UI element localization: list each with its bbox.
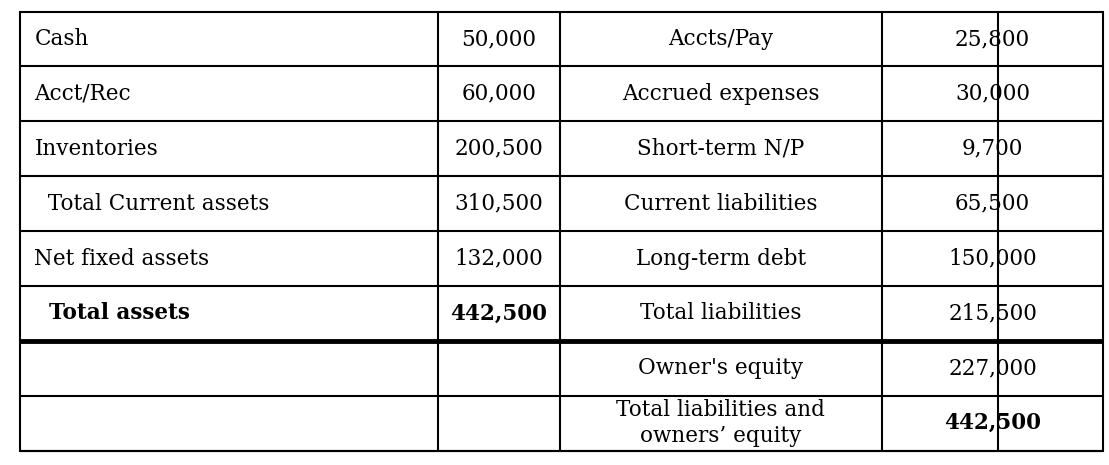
Text: 50,000: 50,000 [461, 28, 537, 50]
Text: Total liabilities and
owners’ equity: Total liabilities and owners’ equity [617, 399, 825, 447]
Text: Long-term debt: Long-term debt [635, 247, 806, 270]
Text: 9,700: 9,700 [962, 138, 1024, 160]
Text: 215,500: 215,500 [948, 302, 1037, 325]
Text: 200,500: 200,500 [455, 138, 543, 160]
Text: Accts/Pay: Accts/Pay [669, 28, 773, 50]
Text: 227,000: 227,000 [948, 357, 1037, 379]
Text: Accrued expenses: Accrued expenses [622, 83, 820, 105]
Text: 65,500: 65,500 [955, 193, 1030, 215]
Text: Inventories: Inventories [34, 138, 159, 160]
Text: 60,000: 60,000 [461, 83, 537, 105]
Text: Total Current assets: Total Current assets [34, 193, 269, 215]
Text: 150,000: 150,000 [948, 247, 1037, 270]
Text: Short-term N/P: Short-term N/P [638, 138, 804, 160]
Text: Current liabilities: Current liabilities [624, 193, 817, 215]
Text: Total liabilities: Total liabilities [640, 302, 802, 325]
Text: 25,800: 25,800 [955, 28, 1030, 50]
Text: Total assets: Total assets [34, 302, 191, 325]
Text: 442,500: 442,500 [450, 302, 548, 325]
Text: Cash: Cash [34, 28, 89, 50]
Text: 132,000: 132,000 [455, 247, 543, 270]
Text: Acct/Rec: Acct/Rec [34, 83, 131, 105]
Text: 442,500: 442,500 [944, 412, 1041, 434]
Text: Net fixed assets: Net fixed assets [34, 247, 210, 270]
Text: 30,000: 30,000 [955, 83, 1030, 105]
Text: Owner's equity: Owner's equity [639, 357, 803, 379]
Text: 310,500: 310,500 [455, 193, 543, 215]
